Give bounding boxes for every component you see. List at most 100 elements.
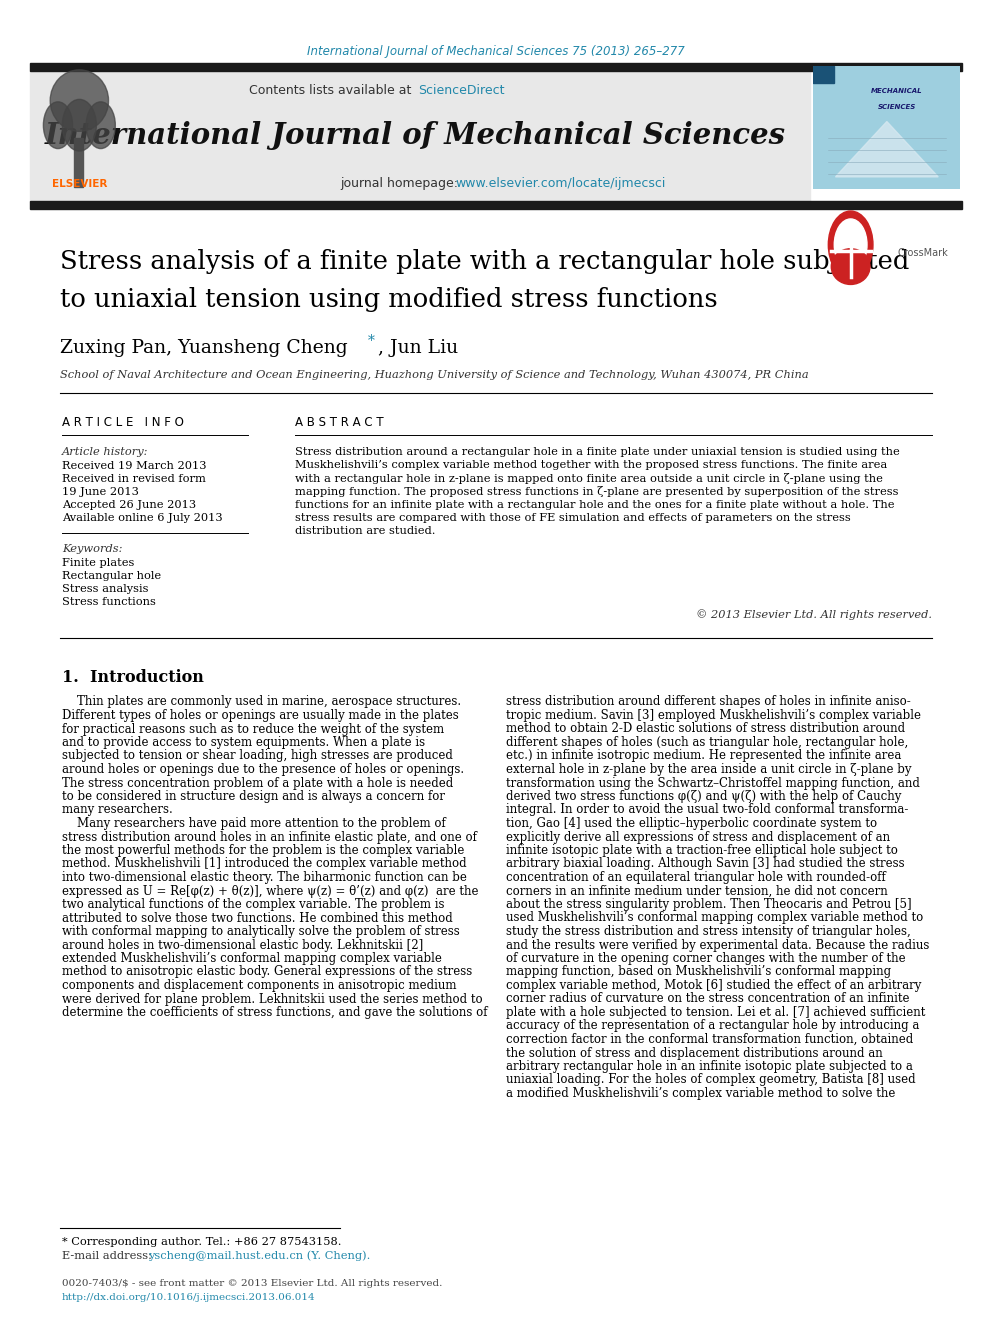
Text: , Jun Liu: , Jun Liu bbox=[378, 339, 458, 357]
Text: Keywords:: Keywords: bbox=[62, 544, 122, 554]
Text: infinite isotopic plate with a traction-free elliptical hole subject to: infinite isotopic plate with a traction-… bbox=[506, 844, 898, 857]
Text: Rectangular hole: Rectangular hole bbox=[62, 572, 161, 581]
Text: corner radius of curvature on the stress concentration of an infinite: corner radius of curvature on the stress… bbox=[506, 992, 910, 1005]
Text: © 2013 Elsevier Ltd. All rights reserved.: © 2013 Elsevier Ltd. All rights reserved… bbox=[696, 610, 932, 620]
Ellipse shape bbox=[44, 102, 72, 148]
Text: Stress analysis: Stress analysis bbox=[62, 583, 149, 594]
Text: International Journal of Mechanical Sciences 75 (2013) 265–277: International Journal of Mechanical Scie… bbox=[308, 45, 684, 58]
Text: The stress concentration problem of a plate with a hole is needed: The stress concentration problem of a pl… bbox=[62, 777, 453, 790]
Text: extended Muskhelishvili’s conformal mapping complex variable: extended Muskhelishvili’s conformal mapp… bbox=[62, 953, 441, 964]
Text: distribution are studied.: distribution are studied. bbox=[295, 527, 435, 536]
Text: about the stress singularity problem. Then Theocaris and Petrou [5]: about the stress singularity problem. Th… bbox=[506, 898, 912, 912]
Text: the most powerful methods for the problem is the complex variable: the most powerful methods for the proble… bbox=[62, 844, 464, 857]
Text: correction factor in the conformal transformation function, obtained: correction factor in the conformal trans… bbox=[506, 1033, 914, 1046]
Text: mapping function, based on Muskhelishvili’s conformal mapping: mapping function, based on Muskhelishvil… bbox=[506, 966, 891, 979]
Text: concentration of an equilateral triangular hole with rounded-off: concentration of an equilateral triangul… bbox=[506, 871, 886, 884]
Ellipse shape bbox=[86, 102, 115, 148]
Bar bbox=[130, 71, 810, 201]
Text: were derived for plane problem. Lekhnitskii used the series method to: were derived for plane problem. Lekhnits… bbox=[62, 992, 483, 1005]
Text: components and displacement components in anisotropic medium: components and displacement components i… bbox=[62, 979, 456, 992]
Text: 19 June 2013: 19 June 2013 bbox=[62, 487, 139, 497]
Text: arbitrary biaxial loading. Although Savin [3] had studied the stress: arbitrary biaxial loading. Although Savi… bbox=[506, 857, 905, 871]
Text: www.elsevier.com/locate/ijmecsci: www.elsevier.com/locate/ijmecsci bbox=[455, 176, 666, 189]
Text: E-mail address:: E-mail address: bbox=[62, 1252, 156, 1261]
Text: MECHANICAL: MECHANICAL bbox=[871, 89, 923, 94]
Text: mapping function. The proposed stress functions in ζ-plane are presented by supe: mapping function. The proposed stress fu… bbox=[295, 486, 899, 497]
Text: Article history:: Article history: bbox=[62, 447, 149, 456]
Text: Accepted 26 June 2013: Accepted 26 June 2013 bbox=[62, 500, 196, 509]
Text: derived two stress functions φ(ζ) and ψ(ζ) with the help of Cauchy: derived two stress functions φ(ζ) and ψ(… bbox=[506, 790, 902, 803]
Text: A R T I C L E   I N F O: A R T I C L E I N F O bbox=[62, 415, 184, 429]
Text: plate with a hole subjected to tension. Lei et al. [7] achieved sufficient: plate with a hole subjected to tension. … bbox=[506, 1005, 926, 1019]
Text: stress distribution around different shapes of holes in infinite aniso-: stress distribution around different sha… bbox=[506, 696, 911, 709]
Text: Thin plates are commonly used in marine, aerospace structures.: Thin plates are commonly used in marine,… bbox=[62, 696, 461, 709]
Text: into two-dimensional elastic theory. The biharmonic function can be: into two-dimensional elastic theory. The… bbox=[62, 871, 467, 884]
Text: complex variable method, Motok [6] studied the effect of an arbitrary: complex variable method, Motok [6] studi… bbox=[506, 979, 922, 992]
Ellipse shape bbox=[834, 220, 867, 271]
Text: tropic medium. Savin [3] employed Muskhelishvili’s complex variable: tropic medium. Savin [3] employed Muskhe… bbox=[506, 709, 921, 722]
Text: two analytical functions of the complex variable. The problem is: two analytical functions of the complex … bbox=[62, 898, 444, 912]
Text: subjected to tension or shear loading, high stresses are produced: subjected to tension or shear loading, h… bbox=[62, 750, 453, 762]
Text: Stress distribution around a rectangular hole in a finite plate under uniaxial t: Stress distribution around a rectangular… bbox=[295, 447, 900, 456]
Text: expressed as U = Re[φ(z) + θ(z)], where ψ(z) = θ’(z) and φ(z)  are the: expressed as U = Re[φ(z) + θ(z)], where … bbox=[62, 885, 478, 897]
Text: accuracy of the representation of a rectangular hole by introducing a: accuracy of the representation of a rect… bbox=[506, 1020, 920, 1032]
Text: uniaxial loading. For the holes of complex geometry, Batista [8] used: uniaxial loading. For the holes of compl… bbox=[506, 1073, 916, 1086]
Text: 1.  Introduction: 1. Introduction bbox=[62, 669, 204, 687]
Text: http://dx.doi.org/10.1016/j.ijmecsci.2013.06.014: http://dx.doi.org/10.1016/j.ijmecsci.201… bbox=[62, 1294, 315, 1303]
Bar bbox=[30, 201, 962, 209]
Text: the solution of stress and displacement distributions around an: the solution of stress and displacement … bbox=[506, 1046, 883, 1060]
Text: method to obtain 2-D elastic solutions of stress distribution around: method to obtain 2-D elastic solutions o… bbox=[506, 722, 905, 736]
Text: transformation using the Schwartz–Christoffel mapping function, and: transformation using the Schwartz–Christ… bbox=[506, 777, 920, 790]
Text: and the results were verified by experimental data. Because the radius: and the results were verified by experim… bbox=[506, 938, 930, 951]
Ellipse shape bbox=[62, 99, 96, 151]
Bar bbox=[30, 64, 962, 71]
Text: used Muskhelishvili’s conformal mapping complex variable method to: used Muskhelishvili’s conformal mapping … bbox=[506, 912, 924, 925]
Text: Different types of holes or openings are usually made in the plates: Different types of holes or openings are… bbox=[62, 709, 458, 722]
Ellipse shape bbox=[831, 249, 870, 284]
Text: * Corresponding author. Tel.: +86 27 87543158.: * Corresponding author. Tel.: +86 27 875… bbox=[62, 1237, 341, 1248]
Text: of curvature in the opening corner changes with the number of the: of curvature in the opening corner chang… bbox=[506, 953, 906, 964]
Text: around holes in two-dimensional elastic body. Lekhnitskii [2]: around holes in two-dimensional elastic … bbox=[62, 938, 424, 951]
Text: *: * bbox=[368, 333, 375, 348]
Text: Zuxing Pan, Yuansheng Cheng: Zuxing Pan, Yuansheng Cheng bbox=[60, 339, 347, 357]
Text: study the stress distribution and stress intensity of triangular holes,: study the stress distribution and stress… bbox=[506, 925, 911, 938]
Text: Contents lists available at: Contents lists available at bbox=[249, 83, 415, 97]
Text: for practical reasons such as to reduce the weight of the system: for practical reasons such as to reduce … bbox=[62, 722, 444, 736]
Text: around holes or openings due to the presence of holes or openings.: around holes or openings due to the pres… bbox=[62, 763, 464, 777]
Text: determine the coefficients of stress functions, and gave the solutions of: determine the coefficients of stress fun… bbox=[62, 1005, 487, 1019]
Text: attributed to solve those two functions. He combined this method: attributed to solve those two functions.… bbox=[62, 912, 452, 925]
Text: School of Naval Architecture and Ocean Engineering, Huazhong University of Scien: School of Naval Architecture and Ocean E… bbox=[60, 370, 808, 380]
Text: with a rectangular hole in z-plane is mapped onto finite area outside a unit cir: with a rectangular hole in z-plane is ma… bbox=[295, 472, 883, 484]
Text: Received in revised form: Received in revised form bbox=[62, 474, 206, 484]
Text: yscheng@mail.hust.edu.cn (Y. Cheng).: yscheng@mail.hust.edu.cn (Y. Cheng). bbox=[148, 1250, 370, 1261]
Text: SCIENCES: SCIENCES bbox=[878, 105, 917, 110]
Text: corners in an infinite medium under tension, he did not concern: corners in an infinite medium under tens… bbox=[506, 885, 888, 897]
Text: and to provide access to system equipments. When a plate is: and to provide access to system equipmen… bbox=[62, 736, 426, 749]
Text: Stress functions: Stress functions bbox=[62, 597, 156, 607]
Text: CrossMark: CrossMark bbox=[898, 247, 948, 258]
Text: Stress analysis of a finite plate with a rectangular hole subjected: Stress analysis of a finite plate with a… bbox=[60, 250, 910, 274]
Text: tion, Gao [4] used the elliptic–hyperbolic coordinate system to: tion, Gao [4] used the elliptic–hyperbol… bbox=[506, 818, 877, 830]
Text: arbitrary rectangular hole in an infinite isotopic plate subjected to a: arbitrary rectangular hole in an infinit… bbox=[506, 1060, 913, 1073]
Text: stress distribution around holes in an infinite elastic plate, and one of: stress distribution around holes in an i… bbox=[62, 831, 477, 844]
Text: Available online 6 July 2013: Available online 6 July 2013 bbox=[62, 513, 222, 523]
Text: method to anisotropic elastic body. General expressions of the stress: method to anisotropic elastic body. Gene… bbox=[62, 966, 472, 979]
Text: stress results are compared with those of FE simulation and effects of parameter: stress results are compared with those o… bbox=[295, 513, 851, 523]
Text: journal homepage:: journal homepage: bbox=[340, 176, 462, 189]
Bar bbox=[73, 138, 83, 187]
Text: International Journal of Mechanical Sciences: International Journal of Mechanical Scie… bbox=[45, 122, 786, 151]
Text: integral. In order to avoid the usual two-fold conformal transforma-: integral. In order to avoid the usual tw… bbox=[506, 803, 909, 816]
Text: Finite plates: Finite plates bbox=[62, 558, 134, 568]
Text: A B S T R A C T: A B S T R A C T bbox=[295, 415, 384, 429]
Text: to uniaxial tension using modified stress functions: to uniaxial tension using modified stres… bbox=[60, 287, 718, 312]
Text: etc.) in infinite isotropic medium. He represented the infinite area: etc.) in infinite isotropic medium. He r… bbox=[506, 750, 902, 762]
Text: a modified Muskhelishvili’s complex variable method to solve the: a modified Muskhelishvili’s complex vari… bbox=[506, 1088, 896, 1099]
Ellipse shape bbox=[51, 70, 108, 131]
Text: 0020-7403/$ - see front matter © 2013 Elsevier Ltd. All rights reserved.: 0020-7403/$ - see front matter © 2013 El… bbox=[62, 1279, 442, 1289]
Text: Received 19 March 2013: Received 19 March 2013 bbox=[62, 460, 206, 471]
Bar bbox=[30, 71, 130, 201]
Text: many researchers.: many researchers. bbox=[62, 803, 173, 816]
Bar bbox=[813, 66, 834, 83]
Text: to be considered in structure design and is always a concern for: to be considered in structure design and… bbox=[62, 790, 445, 803]
Text: Muskhelishvili’s complex variable method together with the proposed stress funct: Muskhelishvili’s complex variable method… bbox=[295, 460, 887, 470]
